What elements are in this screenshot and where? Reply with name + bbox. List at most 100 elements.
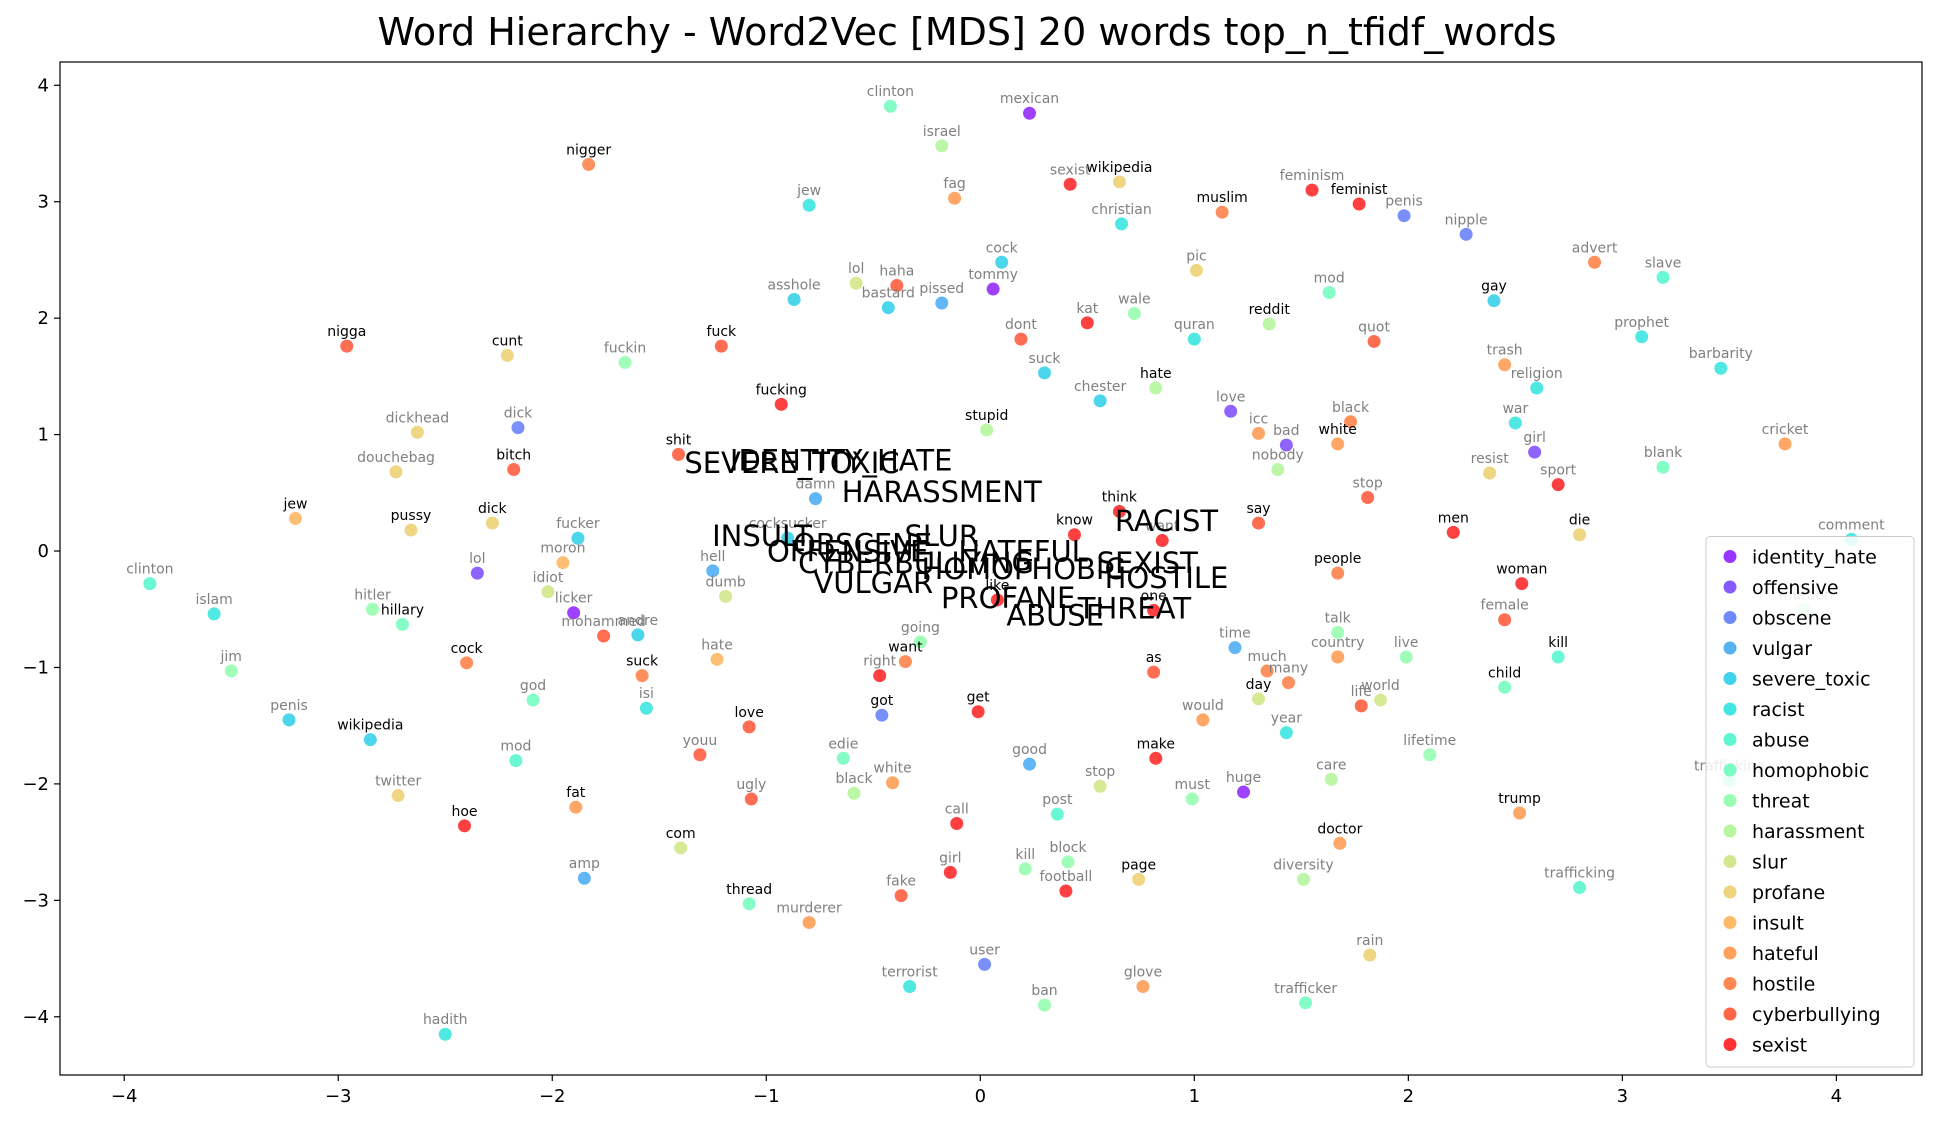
word-point bbox=[710, 652, 724, 666]
word-point bbox=[875, 708, 889, 722]
word-point bbox=[1528, 445, 1542, 459]
word-label: terrorist bbox=[882, 965, 939, 981]
category-label: SLUR bbox=[905, 519, 980, 553]
legend-label: obscene bbox=[1752, 608, 1831, 630]
word-point bbox=[1354, 699, 1368, 713]
word-label: many bbox=[1269, 661, 1308, 677]
word-point bbox=[1112, 504, 1126, 518]
category-label: HARASSMENT bbox=[842, 475, 1042, 509]
word-point bbox=[582, 157, 596, 171]
word-point bbox=[460, 656, 474, 670]
word-label: want bbox=[888, 640, 923, 656]
chart-title: Word Hierarchy - Word2Vec [MDS] 20 words… bbox=[377, 10, 1556, 54]
word-point bbox=[485, 516, 499, 530]
word-point bbox=[500, 348, 514, 362]
word-label: fuck bbox=[707, 324, 737, 340]
word-label: jim bbox=[220, 649, 242, 665]
word-point bbox=[1112, 175, 1126, 189]
word-point bbox=[1262, 317, 1276, 331]
word-point bbox=[577, 871, 591, 885]
category-label: CYBERBULLYING bbox=[798, 546, 1034, 580]
word-label: love bbox=[734, 705, 763, 721]
word-point bbox=[995, 255, 1009, 269]
legend-label: hateful bbox=[1752, 943, 1819, 965]
x-tick-label: 0 bbox=[975, 1086, 986, 1107]
word-label: much bbox=[1248, 649, 1287, 665]
word-point bbox=[774, 397, 788, 411]
legend-marker bbox=[1723, 1038, 1737, 1051]
word-point bbox=[567, 606, 581, 620]
word-label: comment bbox=[1818, 517, 1885, 533]
word-label: hillary bbox=[381, 602, 424, 618]
word-point bbox=[1228, 641, 1242, 655]
word-label: hell bbox=[700, 549, 725, 565]
word-point bbox=[288, 511, 302, 525]
category-label: THREAT bbox=[1077, 591, 1192, 625]
word-point bbox=[365, 602, 379, 616]
word-label: reddit bbox=[1249, 302, 1291, 318]
word-label: damn bbox=[796, 477, 836, 493]
word-label: white bbox=[1319, 422, 1357, 438]
category-label: HOSTILE bbox=[1105, 561, 1229, 595]
word-label: black bbox=[835, 771, 873, 787]
word-point bbox=[1038, 366, 1052, 380]
legend-label: threat bbox=[1752, 791, 1810, 813]
word-point bbox=[913, 635, 927, 649]
word-point bbox=[1260, 664, 1274, 678]
word-label: page bbox=[1121, 857, 1156, 873]
word-label: muslim bbox=[1197, 190, 1248, 206]
word-point bbox=[714, 339, 728, 353]
word-label: mod bbox=[500, 739, 531, 755]
word-label: isi bbox=[639, 686, 654, 702]
word-label: jew bbox=[282, 496, 307, 512]
category-label: HOMOPHOBIC bbox=[921, 552, 1124, 586]
word-label: quot bbox=[1358, 319, 1390, 335]
word-point bbox=[1573, 528, 1587, 542]
word-point bbox=[943, 865, 957, 879]
word-point bbox=[571, 531, 585, 545]
word-point bbox=[1281, 676, 1295, 690]
word-label: twitter bbox=[375, 774, 421, 790]
word-point bbox=[1324, 772, 1338, 786]
word-label: lifetime bbox=[1403, 733, 1456, 749]
word-label: world bbox=[1361, 678, 1400, 694]
word-label: country bbox=[1311, 635, 1365, 651]
word-label: idiot bbox=[533, 570, 564, 586]
word-label: murderer bbox=[776, 900, 842, 916]
word-label: kill bbox=[1015, 847, 1035, 863]
word-point bbox=[631, 628, 645, 642]
legend-label: harassment bbox=[1752, 821, 1865, 843]
word-point bbox=[935, 139, 949, 153]
legend-label: hostile bbox=[1752, 974, 1815, 996]
word-point bbox=[1498, 358, 1512, 372]
word-point bbox=[1271, 463, 1285, 477]
category-label: RACIST bbox=[1115, 504, 1219, 538]
word-label: say bbox=[1246, 501, 1270, 517]
category-label: OBSCENE bbox=[793, 527, 932, 561]
x-tick-label: 1 bbox=[1189, 1086, 1200, 1107]
legend-label: offensive bbox=[1752, 577, 1839, 599]
word-label: edie bbox=[828, 736, 858, 752]
word-label: suck bbox=[1029, 351, 1062, 367]
legend-marker bbox=[1723, 641, 1737, 655]
word-point bbox=[742, 897, 756, 911]
legend-box bbox=[1705, 536, 1915, 1068]
word-label: right bbox=[863, 654, 896, 670]
word-label: youu bbox=[683, 733, 718, 749]
legend-label: abuse bbox=[1752, 730, 1809, 752]
word-label: men bbox=[1438, 510, 1469, 526]
legend-marker bbox=[1723, 824, 1737, 838]
word-label: sexist bbox=[1050, 162, 1091, 178]
word-point bbox=[1189, 263, 1203, 277]
word-point bbox=[391, 789, 405, 803]
word-label: fuckin bbox=[604, 340, 646, 356]
word-point bbox=[1352, 197, 1366, 211]
legend-label: vulgar bbox=[1752, 638, 1812, 660]
word-label: thread bbox=[726, 882, 772, 898]
word-label: get bbox=[967, 690, 991, 706]
word-label: black bbox=[1332, 400, 1370, 416]
word-label: gay bbox=[1481, 279, 1507, 295]
word-point bbox=[978, 957, 992, 971]
y-tick-label: 2 bbox=[38, 308, 49, 329]
word-label: call bbox=[945, 801, 969, 817]
